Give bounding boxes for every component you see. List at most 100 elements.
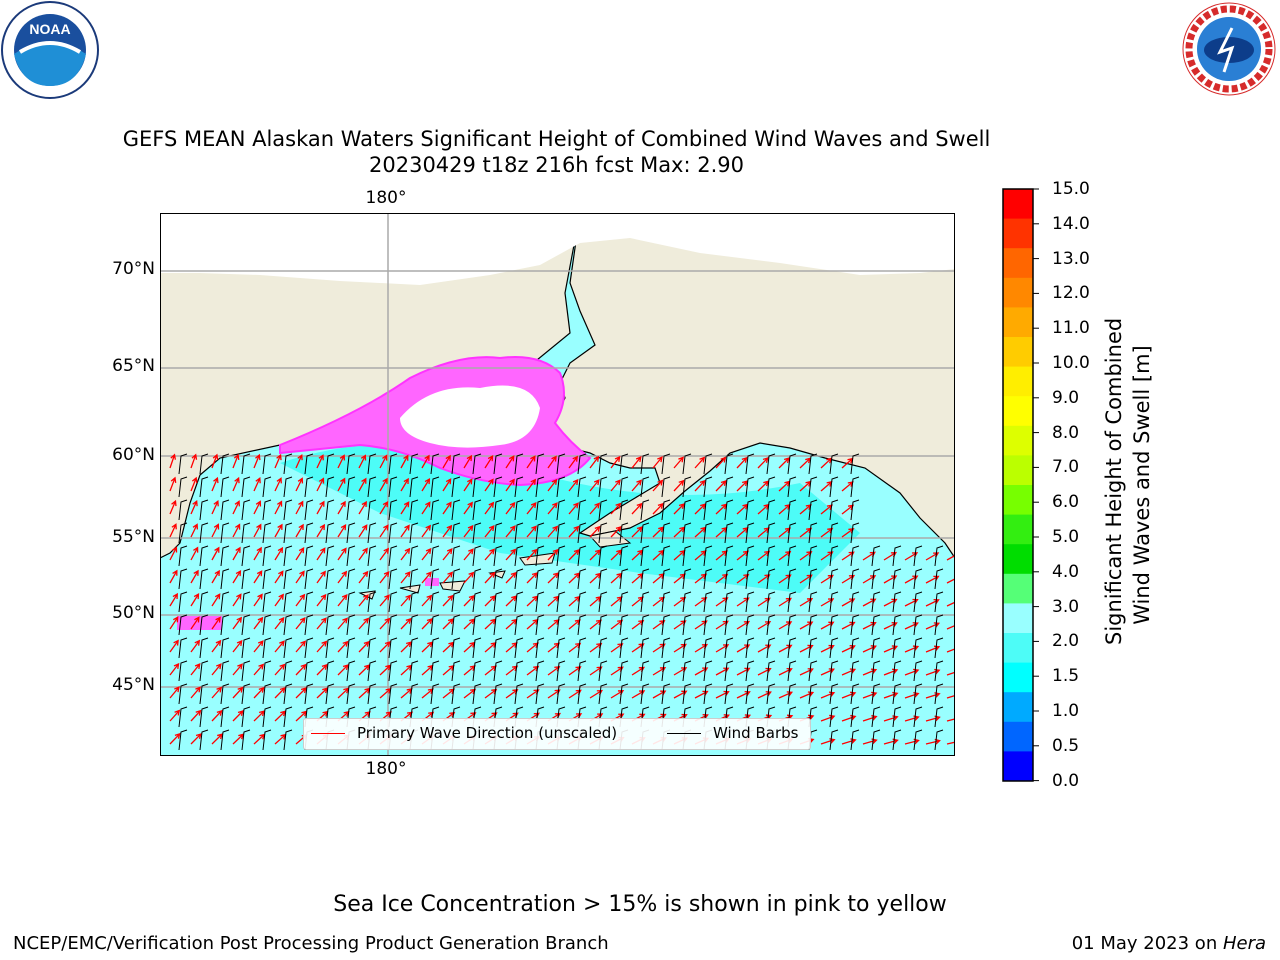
- wave-arrow: [715, 480, 727, 492]
- wave-arrow: [547, 502, 558, 515]
- wind-barb: [430, 683, 440, 705]
- wave-arrow: [652, 502, 664, 515]
- wind-barb: [241, 499, 251, 521]
- colorbar-swatch: [1003, 573, 1033, 604]
- wave-arrow: [358, 547, 368, 561]
- wave-arrow: [295, 500, 304, 515]
- lat-label: 50°N: [112, 603, 155, 623]
- wave-arrow: [736, 480, 748, 492]
- footer-date: 01 May 2023 on Hera: [1071, 933, 1266, 954]
- wave-arrow: [358, 524, 368, 538]
- wave-arrow: [421, 618, 433, 630]
- wind-barb: [829, 729, 839, 751]
- wind-barb: [913, 568, 923, 590]
- wave-arrow: [211, 453, 219, 469]
- wave-arrow: [505, 571, 517, 584]
- wind-barb: [178, 637, 188, 659]
- wave-arrow: [568, 455, 579, 469]
- wind-barb: [598, 637, 608, 659]
- wind-barb: [325, 522, 335, 544]
- wind-barb: [556, 614, 566, 636]
- wave-arrow: [736, 456, 748, 469]
- wind-barb: [556, 591, 566, 613]
- wave-arrow: [694, 503, 706, 515]
- colorbar-tick-label: 12.0: [1052, 283, 1090, 304]
- colorbar-tick-label: 7.0: [1052, 457, 1080, 478]
- wind-barb: [829, 453, 839, 475]
- wave-arrow: [715, 503, 728, 515]
- wind-barb: [472, 591, 482, 613]
- wind-barb: [199, 683, 209, 705]
- wind-barb: [850, 660, 860, 682]
- wave-arrow: [442, 571, 454, 584]
- wind-barb: [409, 637, 419, 659]
- wave-arrow: [274, 710, 287, 722]
- wind-barb: [787, 476, 797, 498]
- wind-barb: [661, 637, 671, 659]
- wind-barb: [640, 614, 650, 636]
- wind-barb: [745, 499, 755, 521]
- wind-barb: [619, 545, 629, 567]
- wave-arrow: [295, 593, 306, 607]
- wind-barb: [472, 453, 482, 475]
- wind-barb: [724, 683, 734, 705]
- nws-logo: [1182, 2, 1276, 96]
- wind-barb: [640, 660, 650, 682]
- wind-barb: [178, 476, 188, 498]
- wind-barb: [178, 591, 188, 613]
- wind-barb: [808, 499, 818, 521]
- wave-arrow: [820, 691, 836, 699]
- wave-arrow: [337, 477, 346, 492]
- wave-arrow: [421, 501, 431, 515]
- wave-arrow: [358, 664, 370, 676]
- wind-barb: [913, 706, 923, 728]
- wave-arrow: [757, 550, 771, 561]
- wave-arrow: [337, 617, 349, 630]
- wave-arrow: [337, 500, 346, 515]
- wave-arrow: [757, 480, 770, 492]
- wind-barb: [661, 499, 671, 521]
- wave-arrow: [232, 500, 240, 515]
- wind-barb: [241, 591, 251, 613]
- wind-barb: [262, 499, 272, 521]
- wind-barb: [871, 706, 881, 728]
- wave-arrow: [295, 617, 306, 630]
- wind-barb: [199, 522, 209, 544]
- wind-barb: [640, 545, 650, 567]
- wind-barb: [598, 453, 608, 475]
- wind-barb: [871, 637, 881, 659]
- wind-barb: [262, 683, 272, 705]
- wind-barb: [178, 660, 188, 682]
- wave-arrow: [400, 594, 412, 607]
- colorbar-frame: [1002, 188, 1034, 782]
- wave-arrow: [169, 476, 177, 492]
- wind-barb: [934, 614, 944, 636]
- wind-barb: [514, 568, 524, 590]
- wave-arrow: [190, 733, 202, 745]
- wind-barb: [892, 545, 902, 567]
- wind-barb: [514, 522, 524, 544]
- wind-barb: [241, 545, 251, 567]
- wind-barb: [934, 545, 944, 567]
- wave-arrow: [169, 453, 177, 469]
- wind-barb: [745, 614, 755, 636]
- wind-barb: [472, 614, 482, 636]
- wind-barb: [241, 729, 251, 751]
- colorbar-swatch: [1003, 603, 1033, 634]
- wave-arrow: [190, 499, 198, 515]
- wind-barb: [892, 591, 902, 613]
- wind-barb: [703, 568, 713, 590]
- wind-barb: [556, 522, 566, 544]
- colorbar-tick-label: 11.0: [1052, 318, 1090, 339]
- wind-barb: [661, 545, 671, 567]
- wind-barb: [808, 568, 818, 590]
- wave-arrow: [799, 457, 812, 469]
- colorbar-tick-label: 0.0: [1052, 770, 1080, 791]
- chart-title: GEFS MEAN Alaskan Waters Significant Hei…: [122, 127, 991, 151]
- wave-arrow: [211, 709, 223, 722]
- wind-barb: [766, 568, 776, 590]
- wave-arrow: [946, 648, 955, 653]
- wind-barb: [535, 591, 545, 613]
- wave-arrow: [232, 453, 240, 469]
- wave-arrow: [379, 570, 390, 584]
